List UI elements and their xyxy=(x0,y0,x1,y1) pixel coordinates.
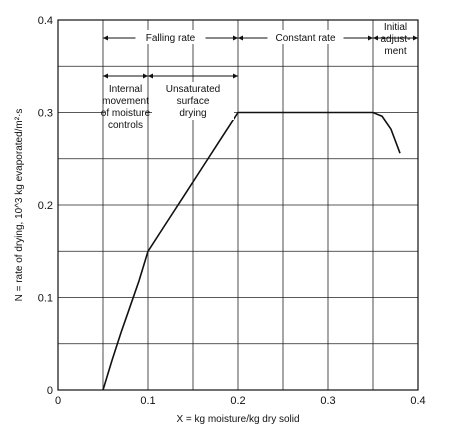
y-tick-label: 0.3 xyxy=(38,108,53,120)
x-tick-label: 0.3 xyxy=(320,395,335,407)
unsaturated-surface-label-2: surface xyxy=(177,96,210,107)
internal-movement-label-4: controls xyxy=(108,120,143,131)
initial-adjustment-label-2: adjust- xyxy=(380,34,410,45)
initial-adjustment-label-1: Initial xyxy=(384,22,407,33)
x-tick-label: 0 xyxy=(55,395,61,407)
unsaturated-surface-bg xyxy=(152,82,234,120)
x-tick-label: 0.1 xyxy=(140,395,155,407)
falling-rate-arrow-head-left xyxy=(103,35,108,41)
unsaturated-surface-arrow-head-left xyxy=(148,73,153,79)
x-tick-label: 0.4 xyxy=(410,395,425,407)
constant-rate-arrow-head-right xyxy=(368,35,373,41)
initial-adjustment-arrow-head-left xyxy=(373,35,378,41)
internal-movement-label-1: Internal xyxy=(109,84,142,95)
initial-adjustment-bg xyxy=(374,21,417,61)
internal-movement-bg xyxy=(105,82,146,132)
falling-rate-label: Falling rate xyxy=(146,33,196,44)
constant-rate-arrow-head-left xyxy=(238,35,243,41)
falling-rate-bg xyxy=(135,30,206,44)
x-axis-label: X = kg moisture/kg dry solid xyxy=(176,414,299,425)
internal-movement-arrow-head-right xyxy=(143,73,148,79)
y-tick-label: 0.4 xyxy=(38,15,53,27)
unsaturated-surface-label-3: drying xyxy=(179,108,206,119)
y-tick-label: 0.2 xyxy=(38,200,53,212)
drying-rate-curve xyxy=(102,111,401,391)
initial-adjustment-label-3: ment xyxy=(384,46,406,57)
y-tick-label: 0 xyxy=(47,385,53,397)
falling-rate-arrow-head-right xyxy=(233,35,238,41)
y-tick-label: 0.1 xyxy=(38,293,53,305)
y-axis-label: N = rate of drying, 10^3 kg evaporated/m… xyxy=(14,109,25,302)
constant-rate-label: Constant rate xyxy=(275,33,335,44)
internal-movement-arrow-head-left xyxy=(103,73,108,79)
internal-movement-label-3: of moisture xyxy=(101,108,151,119)
unsaturated-surface-label-1: Unsaturated xyxy=(166,84,220,95)
plot-frame xyxy=(57,19,419,391)
initial-adjustment-arrow-head-right xyxy=(413,35,418,41)
x-tick-label: 0.2 xyxy=(230,395,245,407)
constant-rate-bg xyxy=(267,30,344,44)
unsaturated-surface-arrow-head-right xyxy=(233,73,238,79)
internal-movement-label-2: movement xyxy=(102,96,149,107)
